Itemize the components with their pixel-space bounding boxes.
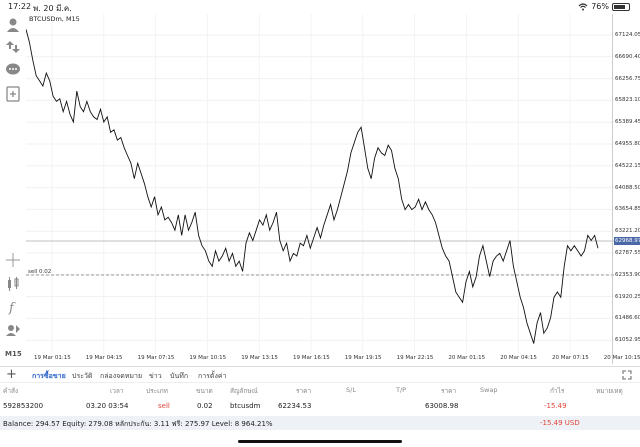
tab-history[interactable]: ประวัติ [72, 372, 93, 380]
order-current-price: 63008.98 [425, 402, 459, 410]
price-label: 64088.50 [615, 184, 640, 191]
status-date: พ. 20 มี.ค. [33, 4, 72, 13]
time-label: 19 Mar 13:15 [241, 355, 278, 361]
time-label: 19 Mar 01:15 [34, 355, 71, 361]
time-label: 20 Mar 04:15 [500, 355, 537, 361]
col-size: ขนาด [196, 387, 213, 395]
price-label: 62353.90 [615, 271, 640, 278]
sell-order-label: sell 0.02 [28, 269, 51, 275]
order-symbol: btcusdm [230, 402, 261, 410]
person-icon[interactable] [5, 17, 21, 33]
price-chart[interactable]: sell 0.02 BTCUSDm, M15 [26, 14, 614, 364]
order-row[interactable]: 592853200 03.20 03:54 sell 0.02 btcusdm … [0, 402, 640, 415]
order-profit: -15.49 [544, 402, 567, 410]
chart-title: BTCUSDm, M15 [29, 15, 80, 23]
tab-mailbox[interactable]: กล่องจดหมาย [100, 372, 143, 380]
price-label: 64955.80 [615, 141, 640, 147]
time-label: 19 Mar 04:15 [85, 355, 123, 361]
tab-news[interactable]: ข่าว [149, 372, 162, 380]
new-document-icon[interactable] [5, 86, 21, 102]
order-time: 03.20 03:54 [86, 402, 129, 410]
col-profit: กำไร [550, 387, 565, 395]
price-series-line [26, 29, 599, 344]
price-label: 63654.85 [615, 206, 640, 213]
time-label: 20 Mar 10:15 [603, 355, 640, 361]
candles-icon[interactable] [5, 276, 21, 292]
time-label: 19 Mar 19:15 [344, 355, 382, 361]
home-indicator [238, 440, 402, 443]
price-label: 66256.75 [615, 75, 640, 82]
expand-icon[interactable] [622, 370, 632, 380]
price-label: 64522.15 [615, 162, 640, 169]
objects-icon[interactable] [5, 322, 21, 338]
price-label: 67124.05 [615, 32, 640, 38]
col-tp: T/P [396, 386, 407, 394]
battery-icon [612, 2, 630, 11]
chat-icon[interactable] [5, 62, 21, 78]
col-current-price: ราคา [441, 387, 457, 395]
wifi-icon [578, 2, 588, 10]
status-time: 17:22 [8, 2, 32, 11]
terminal-tabbar: + การซื้อขาย ประวัติ กล่องจดหมาย ข่าว บั… [0, 366, 640, 383]
chart-svg: sell 0.02 [26, 14, 614, 354]
status-bar: 17:22 พ. 20 มี.ค. 76% [0, 0, 640, 14]
order-open-price: 62234.53 [278, 402, 312, 410]
order-type: sell [158, 402, 170, 410]
orders-table-header: คำสั่ง เวลา ประเภท ขนาด สัญลักษณ์ ราคา S… [0, 386, 640, 398]
battery-percent: 76% [591, 2, 609, 11]
crosshair-icon[interactable] [5, 252, 21, 268]
col-swap: Swap [480, 386, 498, 394]
col-sl: S/L [346, 386, 356, 394]
time-label: 19 Mar 07:15 [137, 355, 175, 361]
price-label: 61920.25 [615, 293, 640, 300]
balance-summary: Balance: 294.57 Equity: 279.08 หลักประกั… [3, 420, 273, 428]
time-label: 19 Mar 16:15 [293, 355, 330, 361]
up-down-arrows-icon[interactable] [5, 39, 21, 55]
price-label: 65389.45 [615, 119, 640, 126]
col-comment: หมายเหตุ [596, 387, 623, 395]
left-toolbar: f [0, 14, 26, 364]
col-price: ราคา [296, 387, 312, 395]
add-icon[interactable]: + [6, 367, 17, 382]
col-time: เวลา [110, 387, 124, 395]
price-label: 61486.60 [615, 315, 640, 322]
price-label: 63221.20 [615, 228, 640, 235]
timeframe-label[interactable]: M15 [5, 350, 22, 358]
time-label: 20 Mar 07:15 [552, 355, 589, 361]
time-label: 20 Mar 01:15 [448, 355, 486, 361]
price-label: 61052.95 [615, 337, 640, 344]
balance-total-profit: -15.49 USD [540, 419, 580, 427]
col-type: ประเภท [146, 387, 168, 395]
time-axis: 19 Mar 01:15 19 Mar 04:15 19 Mar 07:15 19 M… [26, 355, 640, 365]
time-label: 19 Mar 22:15 [396, 355, 434, 361]
price-label: 62787.55 [615, 250, 640, 256]
price-label: 65823.10 [615, 97, 640, 104]
tab-trade[interactable]: การซื้อขาย [32, 372, 66, 380]
function-icon[interactable]: f [5, 299, 21, 315]
col-order: คำสั่ง [3, 387, 19, 395]
order-size: 0.02 [197, 402, 213, 410]
col-symbol: สัญลักษณ์ [230, 387, 258, 395]
svg-text:f: f [8, 301, 16, 315]
balance-bar: Balance: 294.57 Equity: 279.08 หลักประกั… [0, 416, 640, 430]
status-right: 76% [578, 2, 630, 11]
tab-journal[interactable]: บันทึก [170, 372, 189, 380]
current-price-tag: 62968.97 [614, 237, 640, 245]
order-id: 592853200 [3, 402, 44, 410]
tab-settings[interactable]: การตั้งค่า [198, 372, 227, 380]
price-axis: 67124.05 66690.40 66256.75 65823.10 65389.45… [612, 14, 640, 364]
price-label: 66690.40 [615, 53, 640, 60]
time-label: 19 Mar 10:15 [189, 355, 227, 361]
